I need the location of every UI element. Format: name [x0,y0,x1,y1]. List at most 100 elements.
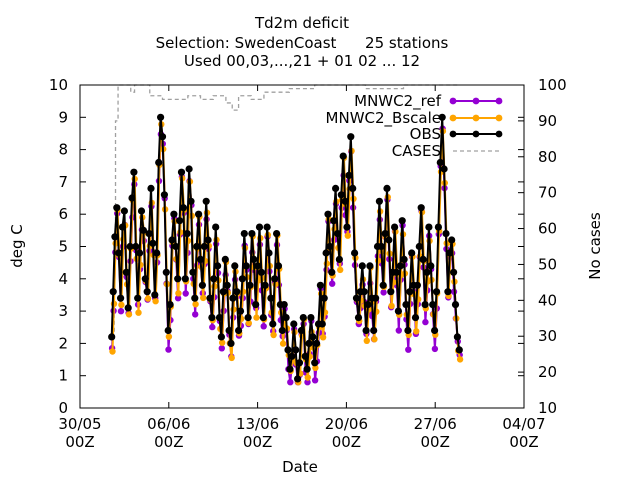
series-obs-point [303,365,311,373]
series-mnwc2-bscale-point [165,333,173,340]
series-obs-point [181,275,189,283]
y2-axis-label: No cases [586,212,604,280]
series-obs-point [244,314,252,322]
series-mnwc2-bscale-point [200,294,207,302]
series-mnwc2-ref-point [260,323,267,330]
series-obs-point [191,294,199,302]
series-obs-point [372,294,380,302]
series-obs-point [318,320,326,328]
series-obs-point [415,242,423,251]
chart-title-line-2: Selection: SwedenCoast 25 stations [156,34,449,52]
x-tick-label-date: 20/06 [325,415,368,433]
series-mnwc2-bscale-point [152,298,159,305]
series-obs-point [113,204,121,212]
series-obs-point [212,223,220,231]
series-obs-point [299,314,307,322]
x-tick-label-date: 13/06 [236,415,279,433]
series-obs-point [162,268,170,276]
series-mnwc2-bscale-point [270,331,277,339]
series-obs-point [117,294,125,302]
data-layer [108,84,464,386]
series-obs-point [349,184,357,192]
legend-swatch-marker [449,97,457,105]
legend-label: CASES [392,142,441,160]
series-mnwc2-bscale-point [312,364,319,372]
series-obs-point [282,314,290,322]
y2-tick-label: 70 [538,184,557,202]
series-obs-point [274,262,283,270]
series-mnwc2-ref-point [422,318,429,326]
series-obs-point [431,326,439,335]
legend-swatch-marker [472,97,480,105]
series-obs-point [362,326,370,335]
series-obs-point [320,294,328,302]
series-obs-point [387,288,395,296]
series-obs-point [254,262,262,270]
series-obs-point [155,158,163,167]
series-obs-point [400,255,408,263]
series-obs-point [381,230,389,238]
x-tick-label-hour: 00Z [65,433,94,451]
series-obs-point [383,184,391,192]
series-mnwc2-ref-point [395,327,402,334]
series-obs-point [455,346,463,354]
legend-label: OBS [410,125,441,143]
series-obs-point [130,168,138,176]
series-obs-point [423,268,431,276]
series-obs-point [195,210,203,218]
series-obs-point [240,230,248,238]
series-obs-point [145,230,153,238]
series-obs-point [124,304,132,312]
legend-swatch-marker [472,114,480,122]
series-obs-point [225,326,233,335]
series-mnwc2-ref-point [380,289,387,296]
series-obs-point [326,242,334,251]
y2-tick-label: 30 [538,327,557,345]
series-mnwc2-ref-point [311,377,319,384]
series-mnwc2-bscale-point [344,232,351,239]
legend-label: MNWC2_ref [354,92,442,111]
series-obs-point [174,275,182,283]
y2-tick-label: 80 [538,148,557,166]
series-obs-point [313,339,321,347]
series-obs-point [358,262,366,270]
x-axis-label: Date [282,458,318,476]
x-tick-label-date: 04/07 [502,415,545,433]
series-obs-point [290,320,298,328]
series-mnwc2-ref-point [182,290,189,297]
series-obs-point [252,301,260,309]
series-obs-point [126,242,134,251]
series-obs-point [328,268,336,276]
series-mnwc2-bscale-point [228,354,235,362]
series-obs-point [347,133,355,141]
series-obs-point [115,249,123,257]
series-mnwc2-ref-point [218,345,225,352]
series-obs-point [235,326,243,335]
series-obs-point [309,333,317,341]
series-mnwc2-bscale-point [371,336,378,343]
series-obs-point [151,291,159,299]
series-obs-point [108,333,116,341]
series-obs-point [170,210,178,218]
x-tick-label-hour: 00Z [154,433,183,451]
x-tick-label-date: 06/06 [147,415,190,433]
series-obs-point [233,288,241,296]
series-mnwc2-bscale-point [253,314,260,321]
series-mnwc2-ref-point [431,345,439,353]
series-obs-point [330,217,338,225]
series-obs-point [187,197,195,205]
series-obs-point [227,339,235,347]
series-mnwc2-bscale-point [219,339,226,346]
series-obs-point [366,262,374,270]
series-obs-point [141,275,149,283]
series-mnwc2-bscale-point [388,302,395,310]
series-obs-point [427,262,435,270]
series-obs-point [109,288,117,296]
series-obs-point [166,301,174,309]
y-tick-label: 8 [58,141,68,159]
series-obs-point [434,223,442,231]
series-obs-point [322,249,330,257]
series-mnwc2-bscale-point [109,348,116,355]
series-obs-point [379,281,387,289]
